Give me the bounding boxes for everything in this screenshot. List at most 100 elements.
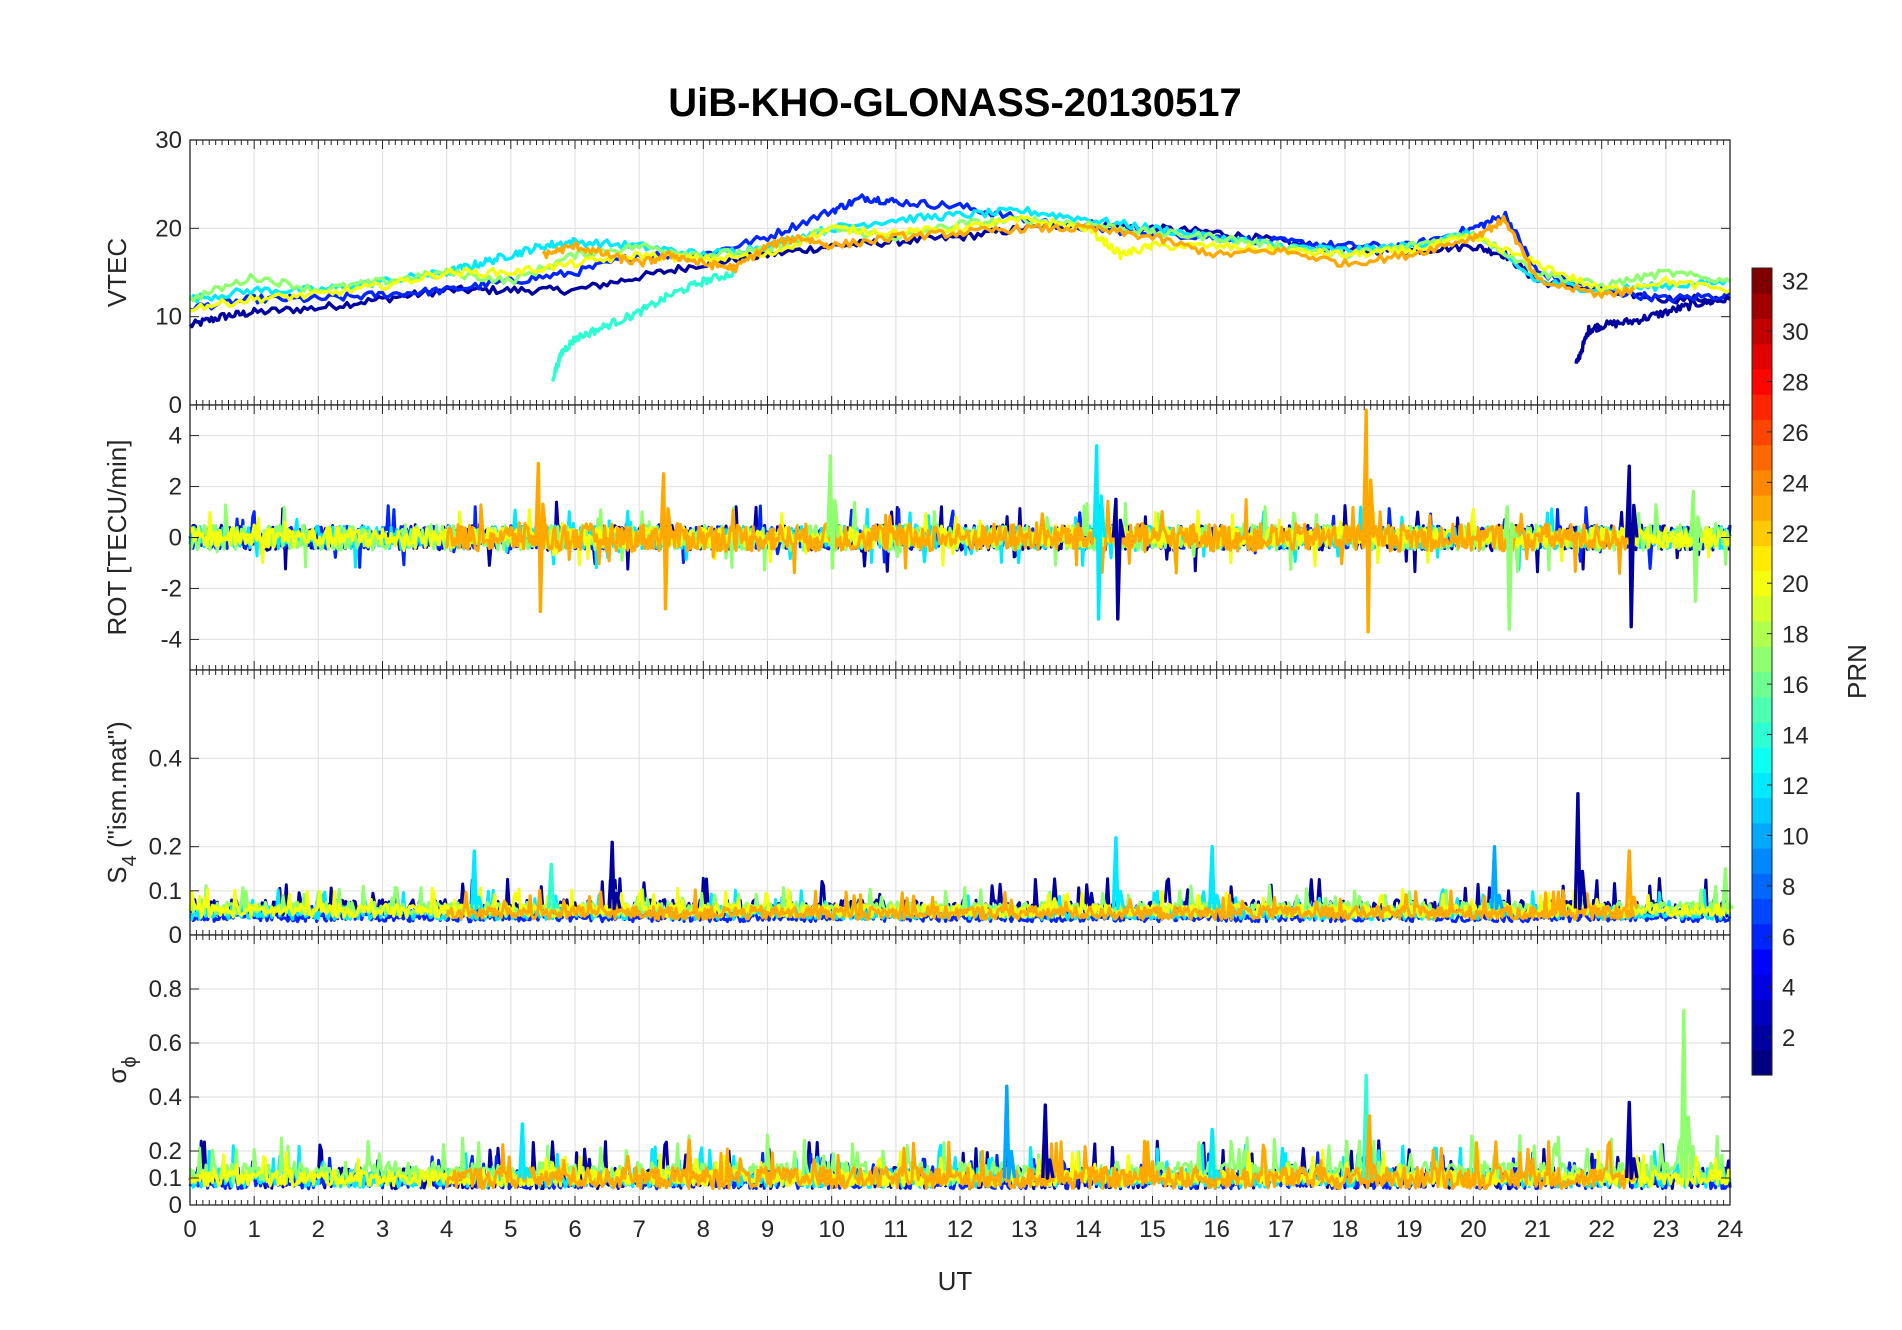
y-tick-label: 20 bbox=[155, 215, 182, 242]
spike-prn-23-7 bbox=[659, 472, 673, 611]
colorbar-swatch bbox=[1752, 368, 1772, 395]
colorbar-tick-label: 22 bbox=[1782, 521, 1809, 548]
colorbar-tick-label: 6 bbox=[1782, 924, 1795, 951]
spike-prn-17-8 bbox=[1689, 489, 1703, 603]
colorbar-swatch bbox=[1752, 772, 1772, 799]
x-tick-label: 14 bbox=[1075, 1216, 1102, 1243]
series-prn-17-3 bbox=[188, 1133, 1732, 1185]
ylabel-main: σ bbox=[102, 1068, 132, 1084]
y-tick-label: 0 bbox=[169, 392, 182, 419]
spike-prn-2-2 bbox=[1625, 464, 1639, 629]
colorbar-swatch bbox=[1752, 671, 1772, 698]
spike-prn-10-5 bbox=[1490, 845, 1504, 911]
y-tick-label: -2 bbox=[161, 575, 182, 602]
spike-prn-12-4 bbox=[1207, 845, 1222, 911]
colorbar-swatch bbox=[1752, 545, 1772, 572]
colorbar-tick-label: 30 bbox=[1782, 319, 1809, 346]
y-tick-label: 0.8 bbox=[149, 976, 182, 1003]
spike-prn-12-6 bbox=[518, 1122, 532, 1180]
colorbar-tick-label: 28 bbox=[1782, 369, 1809, 396]
spike-prn-14-7 bbox=[547, 862, 561, 911]
colorbar-swatch bbox=[1752, 923, 1772, 950]
y-tick-label: 0.1 bbox=[149, 878, 182, 905]
spike-prn-17-0 bbox=[1679, 1008, 1694, 1180]
colorbar-swatch bbox=[1752, 696, 1772, 723]
colorbar-tick-label: 20 bbox=[1782, 571, 1809, 598]
spike-prn-10-2 bbox=[1002, 1084, 1017, 1180]
spike-prn-2-4 bbox=[1625, 1100, 1639, 1180]
spike-prn-12-1 bbox=[1092, 444, 1107, 621]
colorbar-swatch bbox=[1752, 646, 1772, 673]
panel-1-data bbox=[188, 193, 1732, 382]
spike-prn-12-7 bbox=[1207, 1127, 1222, 1180]
colorbar-tick-label: 14 bbox=[1782, 723, 1809, 750]
spike-prn-2-0 bbox=[1573, 792, 1588, 911]
ylabel-subscript: 4 bbox=[119, 855, 141, 866]
panel-3: 0 0.1 0.2 0.4 S4 ("ism.mat") bbox=[102, 669, 1735, 949]
panel-2-ticks bbox=[189, 405, 1731, 670]
panel-4-ylabel: σϕ bbox=[102, 1056, 141, 1083]
y-tick-label: 0.2 bbox=[149, 834, 182, 861]
x-tick-label: 2 bbox=[312, 1216, 325, 1243]
colorbar-swatch bbox=[1752, 999, 1772, 1026]
x-tick-label: 13 bbox=[1011, 1216, 1038, 1243]
spike-prn-17-8 bbox=[1721, 867, 1735, 911]
colorbar-tick-label: 12 bbox=[1782, 773, 1809, 800]
colorbar-tick-label: 18 bbox=[1782, 622, 1809, 649]
panel-2-ylabel: ROT [TECU/min] bbox=[102, 440, 132, 636]
panel-1: 0 10 20 30 VTEC bbox=[102, 127, 1732, 419]
x-tick-label: 17 bbox=[1267, 1216, 1294, 1243]
colorbar-tick-label: 16 bbox=[1782, 672, 1809, 699]
x-tick-label: 3 bbox=[376, 1216, 389, 1243]
y-tick-label: 0.6 bbox=[149, 1030, 182, 1057]
x-tick-label: 7 bbox=[632, 1216, 645, 1243]
ylabel-main: ROT [TECU/min] bbox=[102, 440, 132, 636]
x-tick-label: 11 bbox=[883, 1216, 908, 1243]
colorbar-swatch bbox=[1752, 1024, 1772, 1051]
panel-4-ticks bbox=[189, 935, 1731, 1206]
x-tick-label: 1 bbox=[247, 1216, 260, 1243]
ylabel-suffix: ("ism.mat") bbox=[102, 721, 132, 855]
colorbar-swatch bbox=[1752, 873, 1772, 900]
x-axis-title: UT bbox=[938, 1266, 973, 1296]
x-tick-label: 19 bbox=[1396, 1216, 1423, 1243]
x-tick-label: 18 bbox=[1332, 1216, 1359, 1243]
series-prn-17-5 bbox=[188, 215, 1732, 303]
colorbar-tick-label: 4 bbox=[1782, 975, 1795, 1002]
spike-prn-12-1 bbox=[1111, 836, 1126, 911]
x-tick-label: 4 bbox=[440, 1216, 453, 1243]
colorbar-swatch bbox=[1752, 419, 1772, 446]
ylabel-subscript: ϕ bbox=[119, 1056, 141, 1067]
colorbar-label: PRN bbox=[1842, 644, 1872, 699]
spike-prn-23-3 bbox=[534, 461, 548, 614]
colorbar-frame bbox=[1751, 267, 1773, 1076]
x-tick-label: 10 bbox=[818, 1216, 845, 1243]
series-prn-6-2 bbox=[189, 193, 1731, 313]
panel-1-ylabel: VTEC bbox=[102, 238, 132, 307]
x-tick-label: 20 bbox=[1460, 1216, 1487, 1243]
y-tick-label: 0.2 bbox=[149, 1138, 182, 1165]
colorbar-swatch bbox=[1752, 898, 1772, 925]
panel-3-ylabel: S4 ("ism.mat") bbox=[102, 721, 141, 883]
y-tick-label: 4 bbox=[169, 423, 182, 450]
colorbar-swatch bbox=[1752, 520, 1772, 547]
colorbar-swatch bbox=[1752, 343, 1772, 370]
chart-title: UiB-KHO-GLONASS-20130517 bbox=[668, 81, 1242, 125]
colorbar-swatch bbox=[1752, 318, 1772, 345]
spike-prn-17-4 bbox=[826, 454, 840, 570]
x-tick-label: 12 bbox=[947, 1216, 974, 1243]
x-tick-label: 22 bbox=[1588, 1216, 1615, 1243]
panel-3-data bbox=[188, 792, 1735, 924]
panel-2: -4 -2 0 2 4 ROT [TECU/min] bbox=[102, 404, 1732, 671]
spike-prn-2-3 bbox=[1041, 1103, 1055, 1180]
y-tick-label: -4 bbox=[161, 626, 182, 653]
spike-prn-17-5 bbox=[1503, 505, 1517, 631]
series-prn-20-6 bbox=[189, 214, 1731, 313]
panel-4-data bbox=[188, 1008, 1732, 1191]
y-tick-label: 0 bbox=[169, 1192, 182, 1219]
colorbar-swatch bbox=[1752, 747, 1772, 773]
y-tick-label: 0 bbox=[169, 525, 182, 552]
